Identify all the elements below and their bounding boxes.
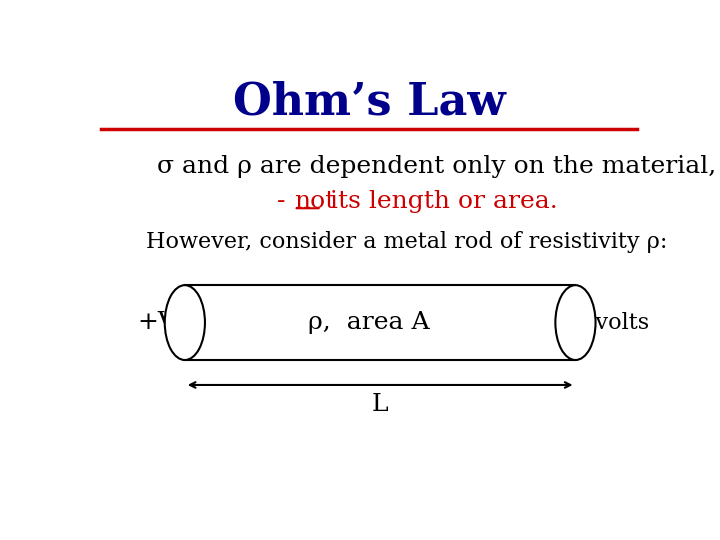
Text: σ and ρ are dependent only on the material,: σ and ρ are dependent only on the materi… [157, 155, 716, 178]
Ellipse shape [555, 285, 595, 360]
Text: L: L [372, 394, 389, 416]
Text: -: - [269, 190, 293, 213]
Ellipse shape [165, 285, 205, 360]
Text: +V: +V [138, 311, 176, 334]
Text: 0 volts: 0 volts [574, 312, 649, 334]
Text: its length or area.: its length or area. [322, 190, 557, 213]
Text: Ohm’s Law: Ohm’s Law [233, 80, 505, 124]
Bar [185, 285, 575, 360]
Text: ρ,  area A: ρ, area A [308, 311, 430, 334]
Text: not: not [294, 190, 335, 213]
Text: However, consider a metal rod of resistivity ρ:: However, consider a metal rod of resisti… [145, 231, 667, 253]
